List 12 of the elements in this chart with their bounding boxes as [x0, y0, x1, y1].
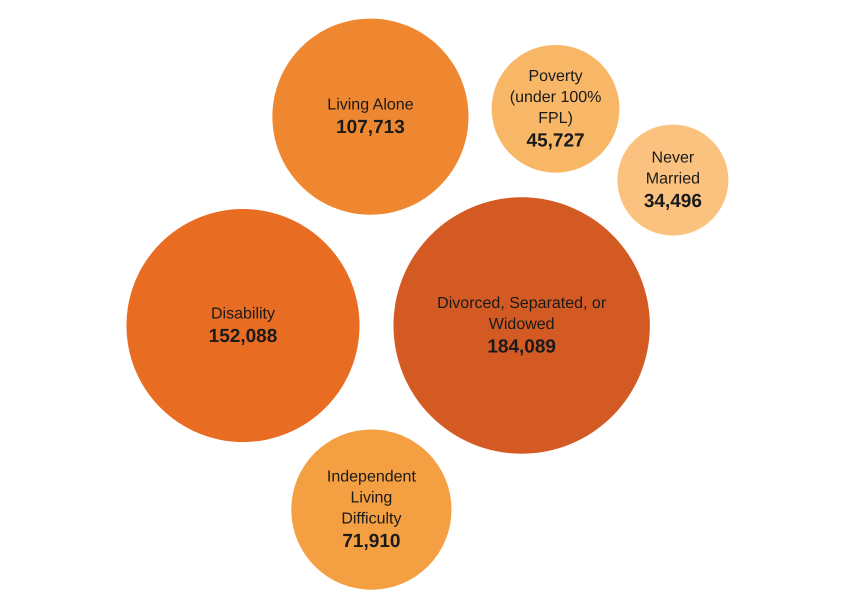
data-label: 152,088 [208, 326, 278, 348]
data-label: 71,910 [342, 531, 400, 552]
category-label: Independent Living Difficulty [326, 468, 416, 528]
data-label: 184,089 [487, 336, 556, 358]
data-label: 34,496 [644, 191, 702, 212]
category-label: Living Alone [327, 96, 414, 114]
category-label: Never Married [646, 150, 700, 188]
data-label: 107,713 [336, 117, 405, 138]
data-label: 45,727 [526, 130, 585, 152]
category-label: Disability [210, 306, 275, 323]
category-label: Poverty (under 100% FPL) [510, 68, 602, 127]
category-label: Divorced, Separated, or Widowed [437, 295, 607, 334]
